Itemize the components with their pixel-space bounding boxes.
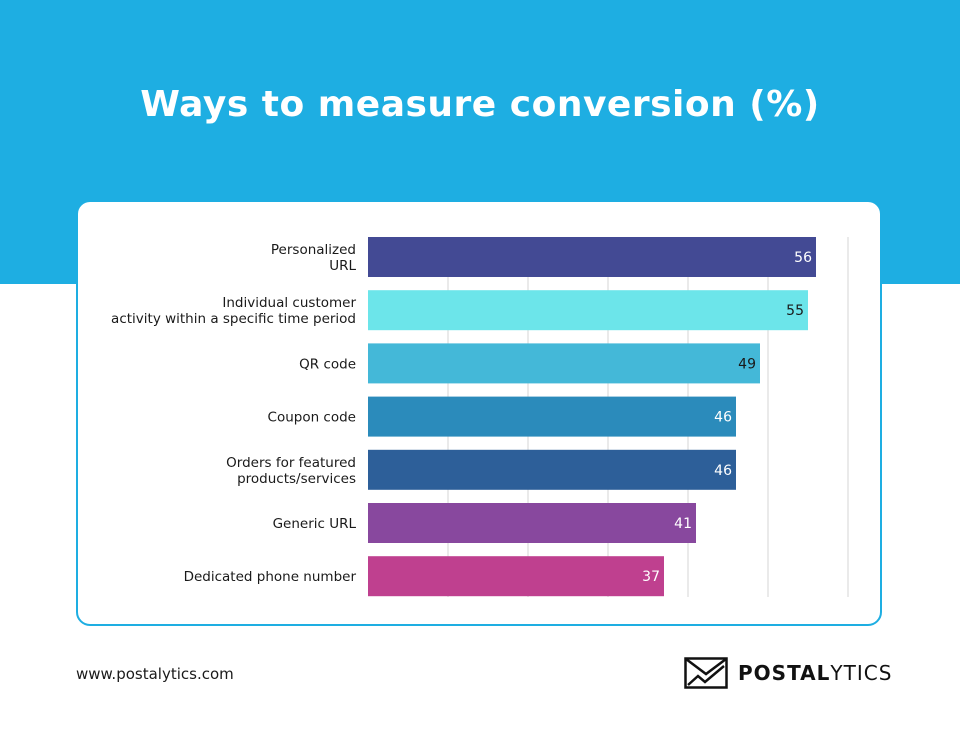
category-label: URL [329, 258, 356, 274]
category-label: products/services [237, 471, 356, 487]
envelope-chart-icon [684, 657, 728, 689]
bar-value-label: 41 [674, 516, 692, 532]
footer-website-link[interactable]: www.postalytics.com [76, 665, 234, 683]
postalytics-logo[interactable]: POSTALYTICS [684, 656, 892, 690]
bar [368, 396, 736, 437]
bar [368, 343, 760, 384]
bar [368, 449, 736, 490]
category-label: Orders for featured [226, 455, 356, 471]
bar-value-label: 46 [714, 410, 732, 426]
bar-value-label: 46 [714, 463, 732, 479]
category-label: QR code [299, 356, 356, 372]
logo-wordmark: POSTALYTICS [738, 661, 892, 685]
page-title: Ways to measure conversion (%) [140, 84, 820, 125]
bar [368, 556, 664, 597]
bar-value-label: 49 [738, 356, 756, 372]
category-label: Generic URL [273, 516, 357, 532]
category-label: Personalized [271, 242, 356, 258]
category-label: Individual customer [222, 295, 356, 311]
bar-value-label: 56 [794, 250, 812, 266]
bar-value-label: 55 [786, 303, 804, 319]
category-label: Dedicated phone number [184, 569, 357, 585]
bar-value-label: 37 [642, 569, 660, 585]
chart-card: 56 Personalized URL 55 Individual customer ac… [76, 200, 882, 626]
bar [368, 237, 816, 277]
bar [368, 503, 696, 543]
category-label: Coupon code [268, 410, 356, 426]
category-label: activity within a specific time period [111, 311, 356, 327]
logo-text-light: YTICS [830, 661, 893, 685]
bar [368, 290, 808, 331]
logo-text-bold: POSTAL [738, 661, 831, 685]
